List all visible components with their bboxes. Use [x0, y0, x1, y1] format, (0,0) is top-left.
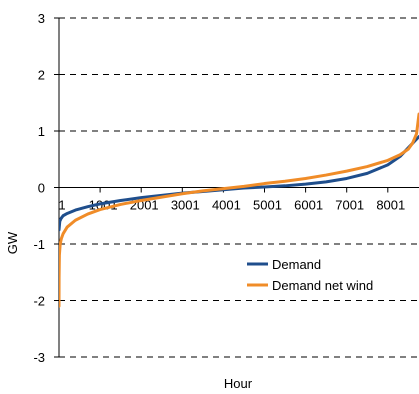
y-tick-label: 2: [38, 68, 45, 83]
y-tick-label: 0: [38, 181, 45, 196]
x-tick-label: 7001: [335, 198, 364, 213]
x-tick-label: 6001: [294, 198, 323, 213]
x-ticks: 1 1001 2001 3001 4001 5001 6001 7001 8001: [58, 187, 405, 213]
y-axis-title: GW: [5, 231, 20, 254]
x-tick-label: 4001: [212, 198, 241, 213]
y-tick-label: 1: [38, 124, 45, 139]
x-tick-label: 5001: [253, 198, 282, 213]
x-tick-label: 1: [58, 198, 65, 213]
y-tick-label: 3: [38, 11, 45, 26]
x-axis-title: Hour: [224, 376, 253, 391]
x-tick-label: 8001: [376, 198, 405, 213]
legend: Demand Demand net wind: [247, 257, 373, 293]
y-ticks: 3 2 1 0 -1 -2 -3: [33, 11, 59, 365]
series-line-demand: [59, 135, 419, 232]
legend-label-demand-net-wind: Demand net wind: [272, 278, 373, 293]
x-tick-label: 3001: [171, 198, 200, 213]
y-tick-label: -2: [33, 294, 45, 309]
series-group: [59, 112, 419, 308]
series-line-demand-net-wind: [59, 112, 419, 308]
y-tick-label: -3: [33, 350, 45, 365]
y-tick-label: -1: [33, 237, 45, 252]
legend-label-demand: Demand: [272, 257, 321, 272]
gridlines: [59, 17, 419, 358]
